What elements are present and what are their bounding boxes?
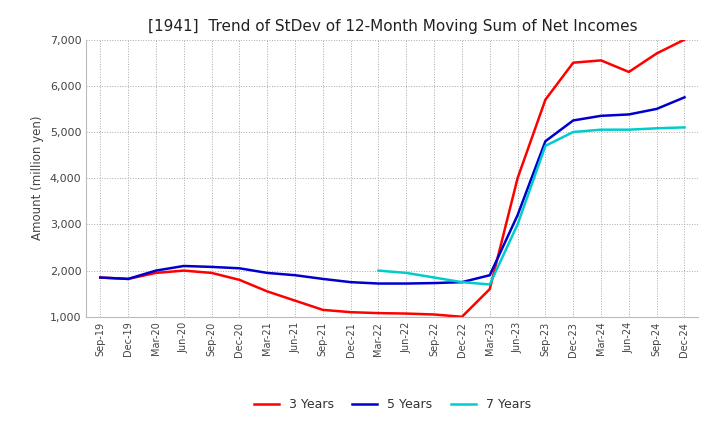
Y-axis label: Amount (million yen): Amount (million yen)	[32, 116, 45, 240]
3 Years	[207, 270, 216, 275]
Line: 3 Years: 3 Years	[100, 40, 685, 317]
7 Years	[541, 143, 550, 148]
Legend: 3 Years, 5 Years, 7 Years: 3 Years, 5 Years, 7 Years	[248, 393, 536, 416]
3 Years	[374, 311, 383, 316]
Line: 7 Years: 7 Years	[379, 127, 685, 284]
5 Years	[346, 279, 355, 285]
3 Years	[624, 69, 633, 74]
5 Years	[179, 263, 188, 268]
7 Years	[458, 279, 467, 285]
5 Years	[541, 139, 550, 144]
3 Years	[680, 37, 689, 42]
3 Years	[652, 51, 661, 56]
7 Years	[624, 127, 633, 132]
Title: [1941]  Trend of StDev of 12-Month Moving Sum of Net Incomes: [1941] Trend of StDev of 12-Month Moving…	[148, 19, 637, 34]
3 Years	[458, 314, 467, 319]
3 Years	[597, 58, 606, 63]
3 Years	[569, 60, 577, 65]
7 Years	[402, 270, 410, 275]
3 Years	[179, 268, 188, 273]
5 Years	[597, 113, 606, 118]
3 Years	[485, 286, 494, 292]
5 Years	[430, 280, 438, 286]
5 Years	[458, 279, 467, 285]
7 Years	[680, 125, 689, 130]
3 Years	[346, 309, 355, 315]
7 Years	[374, 268, 383, 273]
3 Years	[96, 275, 104, 280]
5 Years	[485, 272, 494, 278]
5 Years	[513, 213, 522, 218]
5 Years	[624, 112, 633, 117]
3 Years	[235, 277, 243, 282]
3 Years	[124, 276, 132, 282]
5 Years	[207, 264, 216, 270]
5 Years	[402, 281, 410, 286]
3 Years	[318, 307, 327, 312]
5 Years	[374, 281, 383, 286]
5 Years	[124, 276, 132, 282]
3 Years	[291, 298, 300, 303]
5 Years	[569, 118, 577, 123]
7 Years	[513, 222, 522, 227]
3 Years	[152, 270, 161, 275]
3 Years	[430, 312, 438, 317]
5 Years	[652, 106, 661, 111]
5 Years	[235, 266, 243, 271]
7 Years	[569, 129, 577, 135]
3 Years	[263, 289, 271, 294]
3 Years	[541, 97, 550, 102]
7 Years	[652, 126, 661, 131]
5 Years	[291, 272, 300, 278]
5 Years	[680, 95, 689, 100]
5 Years	[263, 270, 271, 275]
3 Years	[402, 311, 410, 316]
3 Years	[513, 176, 522, 181]
7 Years	[597, 127, 606, 132]
5 Years	[318, 276, 327, 282]
7 Years	[485, 282, 494, 287]
5 Years	[152, 268, 161, 273]
Line: 5 Years: 5 Years	[100, 97, 685, 283]
7 Years	[430, 275, 438, 280]
5 Years	[96, 275, 104, 280]
